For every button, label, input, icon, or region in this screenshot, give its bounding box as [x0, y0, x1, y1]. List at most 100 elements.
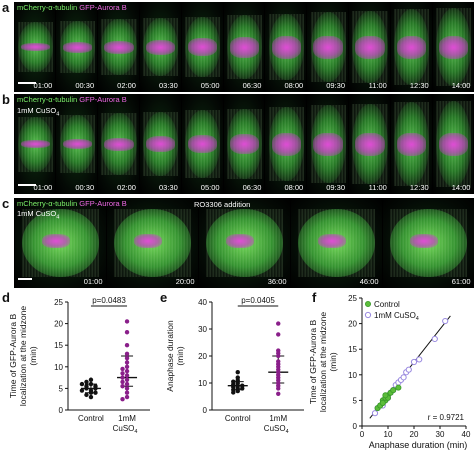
microscopy-frame: 46:00: [290, 198, 382, 288]
data-point: [120, 366, 125, 372]
scale-bar-b: [18, 184, 36, 186]
data-point: [442, 317, 449, 325]
data-point: [390, 387, 397, 394]
tubulin-channel-label: mCherry-α-tubulin: [17, 3, 78, 12]
data-point: [240, 383, 245, 388]
data-point: [84, 392, 89, 398]
y-axis-label-line: localization at the midzone: [18, 306, 28, 406]
frame-timestamp: 09:30: [326, 183, 346, 192]
frame-timestamp: 06:30: [242, 81, 262, 90]
y-tick-label: 0: [203, 406, 208, 415]
aurora-b-signal: [438, 35, 469, 59]
data-point: [124, 377, 130, 382]
aurora-b-signal: [104, 137, 134, 151]
data-point: [124, 386, 130, 391]
frame-timestamp: 01:00: [33, 81, 53, 90]
aurora-b-signal: [146, 136, 176, 152]
cell-fluorescence: [113, 209, 192, 277]
data-point: [235, 370, 240, 375]
x-tick-label-subscript: 4: [134, 429, 137, 435]
treatment-label-c: 1mM CuSO4: [17, 209, 59, 221]
aurora-b-signal: [20, 43, 51, 52]
aurora-b-signal: [62, 42, 92, 53]
aurora-b-signal: [355, 35, 385, 59]
y-tick-label: 20: [348, 320, 357, 329]
treatment-subscript: 4: [56, 111, 60, 118]
aurora-b-signal: [397, 132, 427, 156]
microscopy-frame: 11:00: [349, 94, 390, 194]
microscopy-frame: 01:00: [14, 2, 56, 92]
data-point: [124, 381, 130, 387]
data-point: [400, 374, 407, 381]
legend-marker-cuso4: [364, 311, 372, 319]
frame-timestamp: 00:30: [75, 183, 95, 192]
aurora-b-signal: [104, 40, 134, 54]
data-point: [235, 388, 240, 394]
y-axis-label-line: Anaphase duration: [165, 320, 175, 392]
aurora-channel-label: GFP-Aurora B: [79, 199, 127, 208]
frame-timestamp: 01:00: [83, 277, 103, 286]
aurora-b-signal: [226, 234, 254, 248]
frame-timestamp: 03:30: [158, 183, 178, 192]
data-point: [235, 375, 240, 380]
microscopy-frame: 12:30: [390, 94, 432, 194]
aurora-b-signal: [146, 39, 176, 56]
microscopy-frame: 02:00: [98, 94, 139, 194]
aurora-b-signal: [355, 132, 385, 156]
frame-timestamp: 11:00: [368, 81, 387, 90]
x-tick-label: 30: [436, 430, 445, 439]
data-point: [276, 361, 281, 367]
frame-timestamp: 12:30: [409, 81, 429, 90]
aurora-b-signal: [438, 132, 469, 156]
frame-timestamp: 36:00: [267, 277, 287, 286]
data-point: [124, 355, 130, 361]
aurora-b-signal: [271, 35, 301, 59]
frame-timestamp: 46:00: [359, 277, 379, 286]
frame-timestamp: 00:30: [75, 81, 95, 90]
x-tick-label: 40: [462, 430, 471, 439]
frame-timestamp: 14:00: [451, 81, 471, 90]
y-tick-label: 15: [348, 345, 357, 354]
microscopy-frame: 05:00: [181, 2, 223, 92]
panel-letter-c: c: [2, 196, 10, 211]
channel-label-c: mCherry-α-tubulin GFP-Aurora B: [17, 199, 127, 208]
timelapse-strip-c: 61:00 46:00 36:00 20:00 01:00 mCherry-α-tubu…: [14, 198, 474, 288]
x-tick-label: 20: [410, 430, 419, 439]
data-point: [382, 392, 389, 399]
y-tick-label: 20: [54, 320, 63, 329]
x-tick-label: CuSO4: [264, 424, 289, 435]
microscopy-frame: 01:00: [14, 198, 106, 288]
y-tick-label: 10: [54, 363, 63, 372]
channel-label-a: mCherry-α-tubulin GFP-Aurora B: [17, 3, 127, 12]
data-point: [79, 388, 85, 393]
frame-timestamp: 12:30: [409, 183, 429, 192]
aurora-b-signal: [20, 140, 51, 148]
microscopy-frame: 02:00: [98, 2, 139, 92]
aurora-b-signal: [229, 133, 260, 155]
channel-label-b: mCherry-α-tubulin GFP-Aurora B: [17, 95, 127, 104]
data-point: [79, 381, 85, 387]
y-tick-label: 5: [353, 396, 358, 405]
x-tick-label: Control: [225, 414, 251, 423]
data-point: [124, 364, 130, 369]
y-axis-label-line: localization at the midzone: [318, 312, 328, 412]
frame-timestamp: 08:00: [284, 183, 304, 192]
data-point: [276, 332, 281, 337]
data-point: [88, 377, 94, 382]
microscopy-frame: 12:30: [390, 2, 432, 92]
aurora-b-signal: [397, 35, 427, 59]
y-tick-label: 25: [54, 298, 63, 307]
y-axis-label-line: (min): [328, 352, 338, 372]
data-point: [84, 384, 89, 389]
data-point: [276, 378, 281, 383]
aurora-b-signal: [313, 35, 343, 59]
microscopy-frame: 06:30: [223, 94, 265, 194]
p-value-label: p=0.0483: [92, 296, 126, 305]
y-tick-label: 5: [59, 384, 64, 393]
microscopy-frame: 05:00: [181, 94, 223, 194]
microscopy-frame: 01:00: [14, 94, 56, 194]
scatter-chart-e: 0 10 20 30 40 Anaphase duration (min) Control 1m…: [165, 296, 304, 435]
microscopy-frame: 08:00: [265, 94, 307, 194]
correlation-annotation: r = 0.9721: [428, 413, 465, 422]
